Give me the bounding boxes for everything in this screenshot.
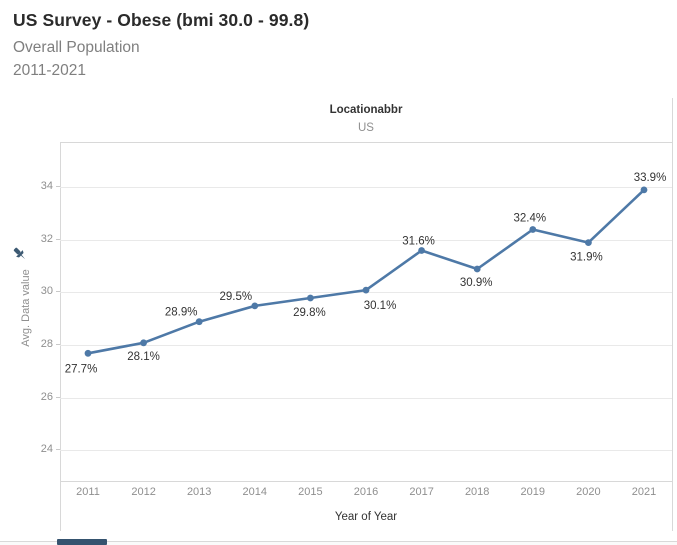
data-point-2015[interactable] [307,294,314,302]
gridline [60,397,672,399]
title-block: US Survey - Obese (bmi 30.0 - 99.8) Over… [13,10,309,82]
data-point-2014[interactable] [251,302,259,310]
data-point-2013[interactable] [195,318,203,326]
plot-left-border [60,142,61,531]
x-tick-label: 2011 [76,486,100,498]
x-tick-label: 2019 [520,486,546,498]
x-tick-label: 2017 [409,486,434,498]
y-tick-mark [56,291,60,293]
horizontal-scrollbar-track[interactable] [0,541,677,545]
y-tick-mark [56,343,60,345]
data-point-2011[interactable] [84,349,92,357]
data-point-2017[interactable] [418,247,425,254]
column-header-label: Locationabbr [329,104,403,116]
y-tick-label: 24 [40,443,53,456]
data-point-2016[interactable] [362,286,370,294]
chart-subtitle-population: Overall Population [13,39,140,56]
y-tick-label: 30 [40,285,53,298]
data-point-2021[interactable] [640,186,648,194]
data-label-2018: 30.9% [460,277,493,289]
chart-subtitle-years: 2011-2021 [13,62,86,79]
data-label-2020: 31.9% [570,252,603,264]
gridline [60,450,672,452]
data-point-2018[interactable] [473,265,481,273]
data-label-2019: 32.4% [513,213,546,225]
data-label-2012: 28.1% [127,351,160,363]
trend-line [86,188,646,355]
data-label-2011: 27.7% [65,363,98,375]
plot-area: 27.7% 28.1% 28.9% 29.5% 29.8% 30.1% 31.6% 30.9%… [60,142,672,481]
x-tick-label: 2012 [131,486,156,498]
x-tick-label: 2016 [353,486,379,498]
data-label-2015: 29.8% [293,307,326,319]
y-tick-label: 26 [40,390,53,403]
data-point-2020[interactable] [585,239,592,246]
horizontal-scrollbar-thumb[interactable] [57,539,107,545]
data-label-2017: 31.6% [402,236,435,248]
gridline [60,344,672,346]
y-tick-mark [56,238,60,240]
y-tick-mark [56,185,60,187]
column-header-value: US [358,122,374,134]
data-label-2013: 28.9% [165,307,198,319]
x-tick-label: 2013 [186,486,212,498]
gridline [60,186,672,188]
data-point-2019[interactable] [529,226,537,233]
x-tick-label: 2018 [464,486,490,498]
x-tick-label: 2015 [298,486,323,498]
x-tick-label: 2021 [631,486,657,498]
x-axis-title: Year of Year [334,511,398,523]
x-axis-line [60,481,672,482]
data-label-2021: 33.9% [634,172,667,184]
y-axis-title: Avg. Data value [20,269,32,347]
y-tick-label: 28 [40,337,53,350]
y-tick-mark [56,449,60,451]
plot-right-border [672,98,673,531]
data-label-2014: 29.5% [219,291,252,303]
data-point-2012[interactable] [140,339,147,347]
line-chart-svg: 27.7% 28.1% 28.9% 29.5% 29.8% 30.1% 31.6% 30.9%… [65,172,667,375]
x-tick-label: 2014 [242,486,268,498]
pin-icon[interactable] [11,245,29,263]
data-label-2016: 30.1% [364,300,397,312]
y-tick-label: 34 [40,179,53,192]
gridline [60,239,672,241]
x-tick-label: 2020 [576,486,601,498]
chart-title: US Survey - Obese (bmi 30.0 - 99.8) [13,10,310,30]
y-tick-mark [56,396,60,398]
y-tick-label: 32 [40,232,53,245]
